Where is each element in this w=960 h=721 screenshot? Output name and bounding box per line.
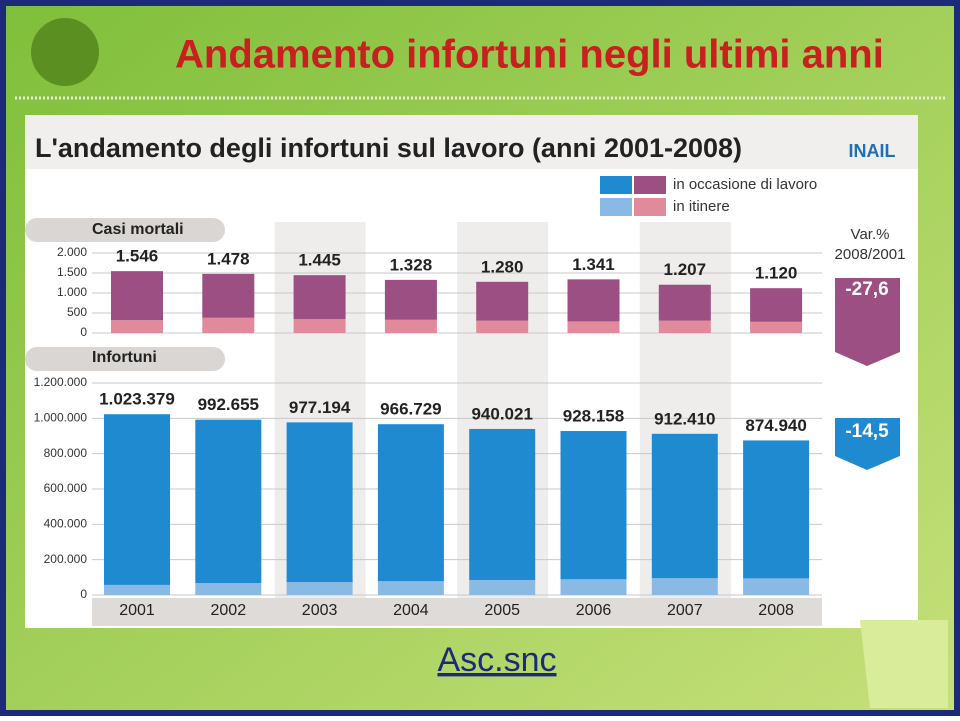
total-label: 992.655	[198, 395, 259, 414]
total-label: 912.410	[654, 409, 715, 428]
variation-header: 2008/2001	[835, 246, 906, 263]
total-label: 874.940	[745, 416, 806, 435]
x-tick-label: 2007	[667, 602, 703, 619]
bar-segment	[377, 424, 444, 582]
bar-segment	[111, 320, 163, 333]
section-tab	[25, 218, 225, 242]
bar-segment	[104, 584, 170, 595]
bar-segment	[651, 433, 718, 579]
total-label: 1.120	[755, 264, 798, 283]
logo-text: INAIL	[849, 141, 896, 161]
section-title: Infortuni	[92, 349, 157, 366]
y-tick-label: 1.000.000	[34, 411, 88, 425]
x-tick-label: 2005	[484, 602, 520, 619]
total-label: 1.207	[664, 260, 707, 279]
y-tick-label: 800.000	[44, 446, 88, 460]
bar-segment	[750, 288, 803, 322]
bar-segment	[286, 422, 353, 583]
bar-segment	[195, 419, 262, 584]
bar-segment	[743, 440, 810, 579]
page-curl	[860, 620, 948, 708]
bar-segment	[384, 319, 437, 333]
x-tick-label: 2001	[119, 602, 155, 619]
y-tick-label: 400.000	[44, 517, 88, 531]
slide-title: Andamento infortuni negli ultimi anni	[175, 33, 884, 77]
bar-segment	[476, 320, 529, 333]
legend-swatch	[634, 198, 666, 216]
legend-label: in occasione di lavoro	[673, 176, 817, 193]
total-label: 966.729	[380, 400, 441, 419]
bar-segment	[469, 579, 536, 595]
bar-segment	[202, 273, 255, 318]
bar-segment	[567, 321, 620, 333]
total-label: 928.158	[563, 407, 624, 426]
y-tick-label: 2.000	[57, 245, 87, 259]
x-tick-label: 2004	[393, 602, 429, 619]
x-tick-label: 2006	[576, 602, 612, 619]
total-label: 977.194	[289, 398, 351, 417]
bar-segment	[560, 431, 627, 580]
y-tick-label: 1.500	[57, 265, 87, 279]
bar-segment	[469, 428, 536, 580]
bar-segment	[658, 284, 711, 321]
bar-segment	[286, 582, 353, 595]
bar-segment	[293, 319, 346, 333]
logo-icon	[31, 18, 99, 86]
bar-segment	[293, 275, 346, 319]
bar-segment	[384, 279, 437, 320]
section-title: Casi mortali	[92, 221, 184, 238]
total-label: 1.478	[207, 249, 250, 268]
legend-swatch	[634, 176, 666, 194]
bar-segment	[111, 271, 163, 321]
bar-segment	[743, 578, 810, 595]
x-tick-label: 2008	[758, 602, 794, 619]
bar-segment	[567, 279, 620, 322]
total-label: 940.021	[471, 404, 532, 423]
bar-segment	[750, 321, 803, 333]
y-tick-label: 200.000	[44, 552, 88, 566]
total-label: 1.023.379	[99, 390, 175, 409]
section-tab	[25, 347, 225, 371]
footer-link[interactable]: Asc.snc	[437, 641, 556, 679]
total-label: 1.445	[298, 251, 341, 270]
year-band	[92, 598, 822, 626]
infographic-title: L'andamento degli infortuni sul lavoro (…	[35, 133, 742, 163]
y-tick-label: 500	[67, 305, 87, 319]
bar-segment	[651, 578, 718, 595]
bar-segment	[377, 581, 444, 595]
header-band	[25, 115, 918, 169]
total-label: 1.341	[572, 255, 615, 274]
legend-label: in itinere	[673, 198, 730, 215]
bar-segment	[658, 320, 711, 333]
y-tick-label: 1.000	[57, 285, 87, 299]
legend-swatch	[600, 176, 632, 194]
variation-arrow	[835, 418, 900, 470]
bar-segment	[104, 414, 170, 585]
bar-segment	[195, 583, 262, 595]
variation-label: -27,6	[845, 279, 888, 300]
bar-segment	[560, 579, 627, 595]
variation-arrow	[835, 278, 900, 366]
y-tick-label: 0	[80, 587, 87, 601]
x-tick-label: 2002	[211, 602, 247, 619]
variation-label: -14,5	[845, 421, 889, 442]
y-tick-label: 1.200.000	[34, 375, 88, 389]
y-tick-label: 600.000	[44, 481, 88, 495]
total-label: 1.280	[481, 257, 524, 276]
total-label: 1.546	[116, 247, 159, 266]
bar-segment	[202, 317, 255, 333]
total-label: 1.328	[390, 255, 433, 274]
bar-segment	[476, 281, 529, 321]
y-tick-label: 0	[80, 325, 87, 339]
legend-swatch	[600, 198, 632, 216]
variation-header: Var.%	[851, 226, 890, 243]
x-tick-label: 2003	[302, 602, 338, 619]
